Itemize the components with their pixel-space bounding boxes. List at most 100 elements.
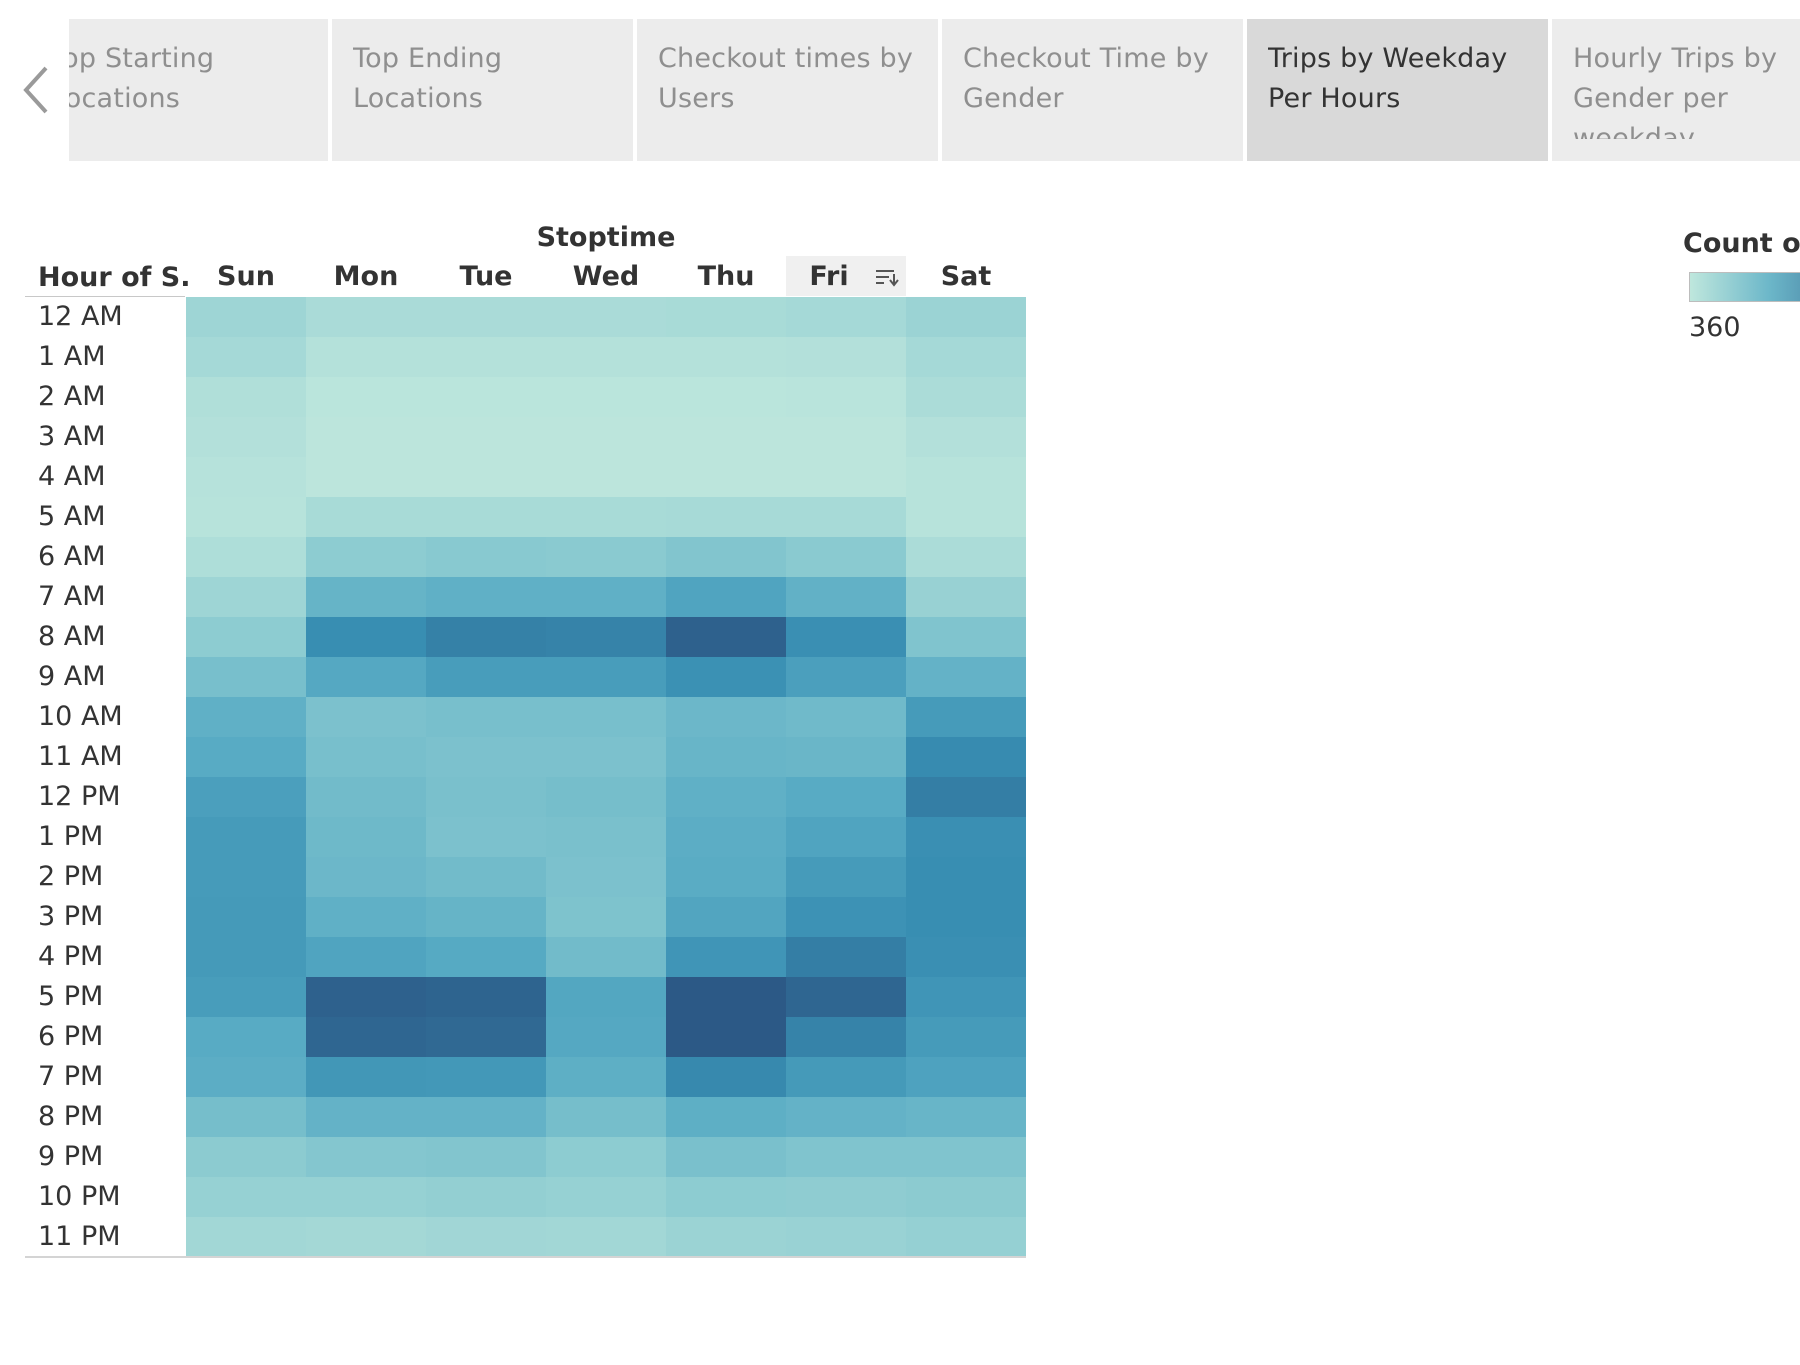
heatmap-cell[interactable] [666, 777, 786, 817]
heatmap-cell[interactable] [186, 937, 306, 977]
tab-hourly-trips-by-gender-per-weekday[interactable]: Hourly Trips by Gender per weekday [1552, 19, 1800, 161]
heatmap-cell[interactable] [546, 657, 666, 697]
heatmap-cell[interactable] [666, 537, 786, 577]
heatmap-cell[interactable] [666, 577, 786, 617]
heatmap-cell[interactable] [306, 617, 426, 657]
heatmap-cell[interactable] [906, 377, 1026, 417]
heatmap-cell[interactable] [666, 337, 786, 377]
heatmap-cell[interactable] [546, 537, 666, 577]
heatmap-cell[interactable] [426, 1217, 546, 1257]
heatmap-cell[interactable] [666, 617, 786, 657]
heatmap-cell[interactable] [546, 857, 666, 897]
heatmap-cell[interactable] [306, 777, 426, 817]
heatmap-cell[interactable] [546, 337, 666, 377]
heatmap-cell[interactable] [426, 497, 546, 537]
heatmap-cell[interactable] [306, 417, 426, 457]
heatmap-cell[interactable] [666, 1057, 786, 1097]
heatmap-cell[interactable] [666, 897, 786, 937]
day-header-tue[interactable]: Tue [426, 256, 546, 296]
heatmap-cell[interactable] [786, 537, 906, 577]
heatmap-cell[interactable] [546, 457, 666, 497]
heatmap-cell[interactable] [186, 1177, 306, 1217]
heatmap-cell[interactable] [426, 297, 546, 337]
tab-checkout-times-by-users[interactable]: Checkout times by Users [637, 19, 938, 161]
heatmap-cell[interactable] [186, 617, 306, 657]
heatmap-cell[interactable] [786, 857, 906, 897]
heatmap-cell[interactable] [426, 1177, 546, 1217]
heatmap-cell[interactable] [306, 297, 426, 337]
heatmap-cell[interactable] [786, 377, 906, 417]
heatmap-cell[interactable] [546, 577, 666, 617]
heatmap-cell[interactable] [426, 417, 546, 457]
heatmap-cell[interactable] [546, 737, 666, 777]
heatmap-cell[interactable] [546, 377, 666, 417]
heatmap-cell[interactable] [666, 937, 786, 977]
heatmap-cell[interactable] [786, 657, 906, 697]
heatmap-cell[interactable] [666, 817, 786, 857]
heatmap-cell[interactable] [906, 697, 1026, 737]
heatmap-cell[interactable] [306, 657, 426, 697]
heatmap-cell[interactable] [546, 777, 666, 817]
heatmap-cell[interactable] [786, 897, 906, 937]
heatmap-cell[interactable] [426, 617, 546, 657]
heatmap-cell[interactable] [306, 937, 426, 977]
heatmap-cell[interactable] [906, 937, 1026, 977]
heatmap-cell[interactable] [186, 817, 306, 857]
heatmap-cell[interactable] [426, 977, 546, 1017]
heatmap-cell[interactable] [306, 857, 426, 897]
heatmap-cell[interactable] [546, 297, 666, 337]
heatmap-cell[interactable] [186, 897, 306, 937]
heatmap-cell[interactable] [666, 1017, 786, 1057]
heatmap-cell[interactable] [906, 337, 1026, 377]
heatmap-cell[interactable] [186, 977, 306, 1017]
heatmap-cell[interactable] [426, 817, 546, 857]
tab-trips-by-weekday-per-hours[interactable]: Trips by Weekday Per Hours [1247, 19, 1548, 161]
heatmap-cell[interactable] [786, 1217, 906, 1257]
heatmap-cell[interactable] [186, 337, 306, 377]
heatmap-cell[interactable] [546, 1097, 666, 1137]
heatmap-cell[interactable] [906, 1097, 1026, 1137]
heatmap-cell[interactable] [786, 337, 906, 377]
heatmap-cell[interactable] [786, 777, 906, 817]
heatmap-cell[interactable] [186, 1217, 306, 1257]
heatmap-cell[interactable] [906, 417, 1026, 457]
heatmap-cell[interactable] [426, 777, 546, 817]
heatmap-cell[interactable] [306, 537, 426, 577]
heatmap-cell[interactable] [666, 1177, 786, 1217]
heatmap-cell[interactable] [786, 1177, 906, 1217]
heatmap-cell[interactable] [186, 457, 306, 497]
heatmap-cell[interactable] [906, 497, 1026, 537]
heatmap-cell[interactable] [306, 337, 426, 377]
heatmap-cell[interactable] [306, 577, 426, 617]
heatmap-cell[interactable] [786, 1057, 906, 1097]
heatmap-cell[interactable] [306, 697, 426, 737]
day-header-wed[interactable]: Wed [546, 256, 666, 296]
heatmap-cell[interactable] [666, 657, 786, 697]
heatmap-cell[interactable] [906, 897, 1026, 937]
heatmap-cell[interactable] [186, 1057, 306, 1097]
heatmap-cell[interactable] [306, 1177, 426, 1217]
heatmap-cell[interactable] [786, 1017, 906, 1057]
heatmap-cell[interactable] [306, 1137, 426, 1177]
heatmap-cell[interactable] [906, 1017, 1026, 1057]
heatmap-cell[interactable] [786, 577, 906, 617]
row-header-title[interactable]: Hour of S.. [38, 262, 188, 293]
heatmap-cell[interactable] [306, 817, 426, 857]
heatmap-cell[interactable] [306, 1217, 426, 1257]
heatmap-cell[interactable] [426, 897, 546, 937]
heatmap-cell[interactable] [186, 737, 306, 777]
heatmap-cell[interactable] [546, 817, 666, 857]
heatmap-cell[interactable] [906, 457, 1026, 497]
heatmap-cell[interactable] [546, 417, 666, 457]
heatmap-cell[interactable] [546, 897, 666, 937]
heatmap-cell[interactable] [306, 1057, 426, 1097]
heatmap-cell[interactable] [546, 697, 666, 737]
heatmap-cell[interactable] [786, 297, 906, 337]
heatmap-cell[interactable] [786, 937, 906, 977]
heatmap-cell[interactable] [426, 1057, 546, 1097]
heatmap-cell[interactable] [546, 617, 666, 657]
heatmap-cell[interactable] [426, 737, 546, 777]
heatmap-cell[interactable] [186, 1097, 306, 1137]
heatmap-cell[interactable] [666, 1097, 786, 1137]
heatmap-cell[interactable] [906, 1137, 1026, 1177]
